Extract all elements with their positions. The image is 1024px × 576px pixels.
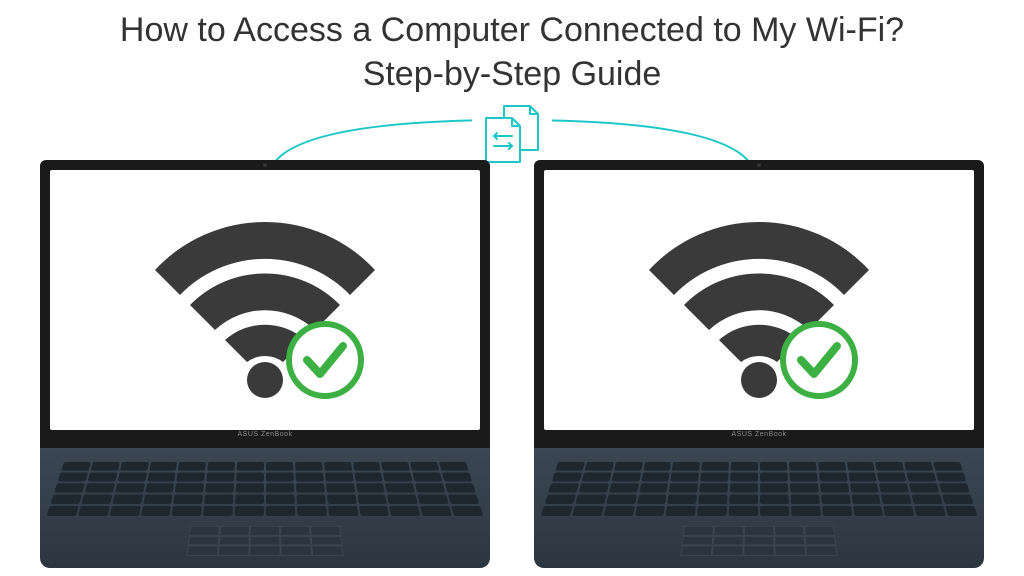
- laptop-screen: [544, 170, 974, 430]
- laptop-brand-label: ASUS ZenBook: [731, 431, 786, 438]
- laptop-base: [534, 448, 984, 568]
- laptop-right: ASUS ZenBook: [534, 160, 984, 568]
- webcam-icon: [263, 163, 267, 167]
- laptop-left: ASUS ZenBook: [40, 160, 490, 568]
- title-line-2: Step-by-Step Guide: [0, 52, 1024, 96]
- laptop-brand-label: ASUS ZenBook: [237, 431, 292, 438]
- page-title-block: How to Access a Computer Connected to My…: [0, 0, 1024, 96]
- infographic-diagram: ASUS ZenBook: [0, 100, 1024, 576]
- laptop-screen: [50, 170, 480, 430]
- title-line-1: How to Access a Computer Connected to My…: [0, 8, 1024, 52]
- webcam-icon: [757, 163, 761, 167]
- wifi-connected-icon: [145, 200, 385, 400]
- wifi-connected-icon: [639, 200, 879, 400]
- laptop-trackpad: [187, 526, 344, 556]
- laptop-keyboard: [541, 462, 978, 516]
- laptop-screen-bezel: ASUS ZenBook: [40, 160, 490, 440]
- laptop-screen-bezel: ASUS ZenBook: [534, 160, 984, 440]
- laptop-hinge: [40, 440, 490, 448]
- laptop-keyboard: [47, 462, 484, 516]
- laptop-base: [40, 448, 490, 568]
- laptop-hinge: [534, 440, 984, 448]
- laptop-trackpad: [681, 526, 838, 556]
